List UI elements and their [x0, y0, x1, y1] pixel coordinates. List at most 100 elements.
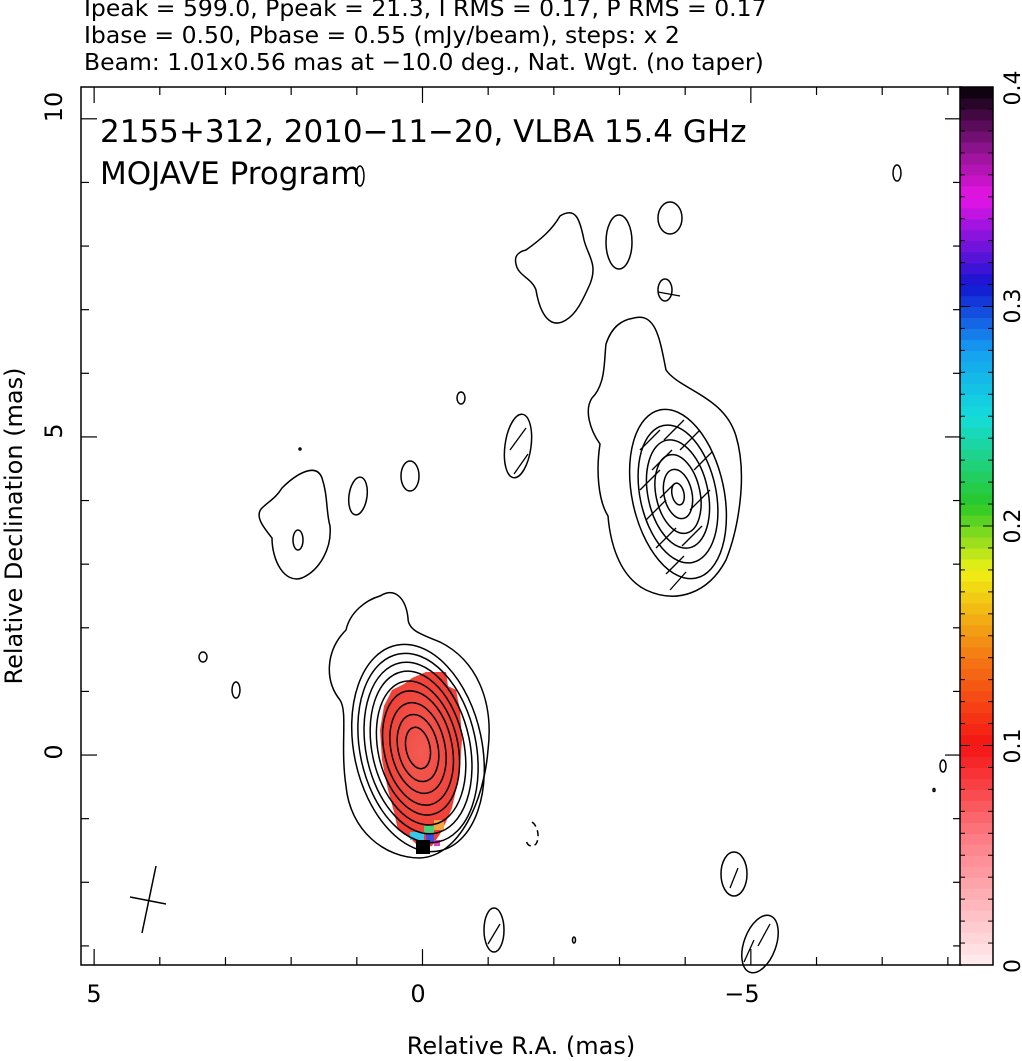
colorbar-cell — [960, 405, 993, 417]
colorbar-cell — [960, 372, 993, 384]
polarization-vectors — [487, 291, 771, 963]
colorbar-cell — [960, 921, 993, 933]
y-tick-label: 10 — [40, 92, 68, 123]
colorbar-ticks — [960, 86, 993, 966]
colorbar-cell — [960, 822, 993, 834]
colorbar-cell — [960, 284, 993, 297]
colorbar-cell — [960, 350, 993, 362]
colorbar-cell — [960, 97, 993, 110]
colorbar-cell — [960, 888, 993, 900]
colorbar-cell — [960, 580, 993, 593]
colorbar-cell — [960, 119, 993, 132]
colorbar-cell — [960, 833, 993, 845]
plot-frame — [80, 86, 962, 966]
colorbar-cell — [960, 701, 993, 714]
colorbar-cell — [960, 273, 993, 286]
colorbar-cell — [960, 668, 993, 681]
colorbar-cell — [960, 306, 993, 319]
colorbar-cell — [960, 844, 993, 856]
colorbar-cell — [960, 141, 993, 154]
colorbar-cell — [960, 108, 993, 121]
colorbar-cell — [960, 515, 993, 527]
header-line-1: Ipeak = 599.0, Ppeak = 21.3, I RMS = 0.1… — [84, 0, 767, 22]
axis-ticks — [81, 87, 961, 965]
colorbar-cell — [960, 789, 993, 801]
colorbar-cell — [960, 712, 993, 725]
header-line-3: Beam: 1.01x0.56 mas at −10.0 deg., Nat. … — [84, 48, 764, 76]
source-title: 2155+312, 2010−11−20, VLBA 15.4 GHz — [100, 114, 746, 150]
colorbar-cell — [960, 679, 993, 692]
colorbar-cell — [960, 493, 993, 505]
colorbar-cell — [960, 251, 993, 264]
colorbar-cell — [960, 613, 993, 626]
colorbar-cell — [960, 438, 993, 450]
colorbar-cell — [960, 756, 993, 769]
beam-marker — [129, 865, 167, 934]
x-tick-label: −5 — [724, 980, 759, 1008]
colorbar-cell — [960, 295, 993, 308]
x-tick-labels: 5 0 −5 — [86, 980, 759, 1008]
colorbar-cell — [960, 536, 993, 549]
colorbar-cell — [960, 745, 993, 758]
colorbar-cell — [960, 361, 993, 373]
colorbar-cell — [960, 471, 993, 483]
colorbar-cell — [960, 185, 993, 198]
colorbar-cell — [960, 328, 993, 341]
colorbar-cell — [960, 262, 993, 275]
colorbar-tick-label: 0.1 — [1001, 729, 1022, 764]
colorbar-cell — [960, 690, 993, 703]
colorbar-cell — [960, 163, 993, 176]
colorbar-cell — [960, 635, 993, 648]
x-tick-label: 5 — [86, 980, 101, 1008]
colorbar-cell — [960, 646, 993, 659]
colorbar-cell — [960, 910, 993, 922]
colorbar-cell — [960, 207, 993, 220]
colorbar-cell — [960, 778, 993, 790]
colorbar-cell — [960, 734, 993, 747]
colorbar-tick-label: 0.2 — [1001, 509, 1022, 544]
colorbar-cell — [960, 449, 993, 461]
colorbar-cell — [960, 602, 993, 615]
colorbar-cell — [960, 416, 993, 428]
colorbar-cell — [960, 877, 993, 889]
y-tick-labels: 0 5 10 — [40, 92, 68, 760]
colorbar-cell — [960, 591, 993, 604]
colorbar-cell — [960, 800, 993, 812]
colorbar-cell — [960, 569, 993, 582]
colorbar-labels: 0 0.1 0.2 0.3 0.4 — [1001, 71, 1022, 974]
colorbar-cell — [960, 899, 993, 911]
colorbar-cell — [960, 317, 993, 330]
core-contours — [328, 591, 490, 859]
y-tick-label: 5 — [40, 423, 68, 438]
y-axis-title: Relative Declination (mas) — [0, 367, 28, 684]
colorbar-cell — [960, 932, 993, 944]
colorbar-tick-label: 0 — [1001, 959, 1022, 973]
colorbar-cell — [960, 152, 993, 165]
colorbar-cell — [960, 394, 993, 406]
colorbar-cell — [960, 174, 993, 187]
colorbar-tick-label: 0.4 — [1001, 71, 1022, 106]
x-axis-title: Relative R.A. (mas) — [407, 1032, 635, 1060]
colorbar-tick-label: 0.3 — [1001, 289, 1022, 324]
colorbar — [960, 87, 993, 966]
colorbar-cell — [960, 427, 993, 439]
colorbar-cell — [960, 339, 993, 351]
program-label: MOJAVE Program — [100, 156, 360, 192]
colorbar-cell — [960, 504, 993, 516]
colorbar-cell — [960, 624, 993, 637]
colorbar-cell — [960, 218, 993, 231]
colorbar-cell — [960, 943, 993, 955]
y-tick-label: 0 — [40, 744, 68, 759]
colorbar-cell — [960, 811, 993, 823]
x-tick-label: 0 — [410, 980, 425, 1008]
colorbar-cell — [960, 558, 993, 571]
colorbar-cell — [960, 240, 993, 253]
colorbar-cell — [960, 954, 993, 966]
colorbar-cell — [960, 460, 993, 472]
header-line-2: Ibase = 0.50, Pbase = 0.55 (mJy/beam), s… — [84, 21, 680, 49]
colorbar-cell — [960, 547, 993, 560]
colorbar-cell — [960, 723, 993, 736]
colorbar-cell — [960, 130, 993, 143]
colorbar-cell — [960, 383, 993, 395]
